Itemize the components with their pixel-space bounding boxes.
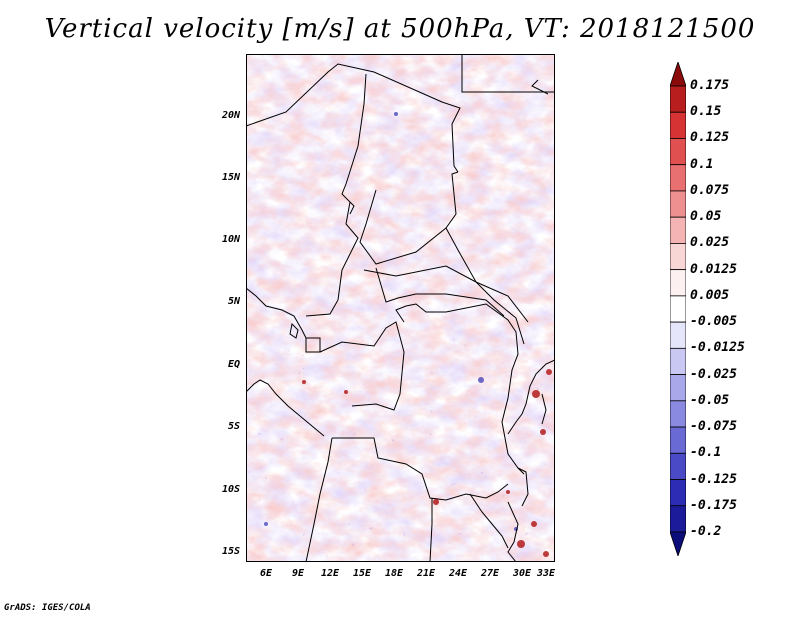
lon-label-6e: 6E (259, 568, 273, 579)
lat-label-15n: 15N (221, 172, 240, 183)
lon-label-21e: 21E (416, 568, 436, 579)
lon-label-27e: 27E (480, 568, 500, 579)
colorbar-label: -0.05 (690, 392, 730, 408)
colorbar-bin (670, 505, 686, 533)
lat-label-10s: 10S (221, 484, 240, 495)
colorbar-label: -0.2 (690, 524, 722, 539)
lat-label-5s: 5S (227, 421, 240, 432)
lon-label-15e: 15E (352, 568, 372, 579)
colorbar-bin (670, 400, 686, 428)
colorbar-label: 0.175 (690, 78, 730, 93)
lon-label-12e: 12E (320, 568, 340, 579)
colorbar-label: -0.075 (690, 419, 737, 435)
colorbar-label: -0.005 (690, 314, 737, 330)
colorbar-bin (670, 452, 686, 480)
lon-label-33e: 33E (536, 568, 556, 579)
colorbar-label: 0.005 (690, 287, 730, 303)
colorbar-label: 0.15 (690, 104, 722, 120)
map-panel (246, 54, 555, 562)
vertical-velocity-map (246, 54, 555, 562)
colorbar-bin (670, 190, 686, 218)
colorbar-label: -0.0125 (690, 340, 745, 356)
colorbar-label: -0.175 (690, 497, 737, 513)
colorbar-bin (670, 269, 686, 297)
colorbar-label: -0.125 (690, 471, 737, 487)
lat-label-15s: 15S (221, 546, 240, 557)
lat-label-20n: 20N (221, 110, 240, 121)
colorbar-bin (670, 531, 686, 556)
colorbar-bin (670, 479, 686, 507)
map-title: Vertical velocity [m/s] at 500hPa, VT: 2… (44, 14, 756, 44)
lon-label-30e: 30E (512, 568, 532, 579)
country-borders (246, 54, 555, 562)
lon-label-24e: 24E (448, 568, 468, 579)
colorbar-bin (670, 62, 686, 87)
colorbar-bin (670, 216, 686, 244)
colorbar-bin (670, 243, 686, 271)
map-frame (246, 54, 555, 562)
colorbar-bin (670, 426, 686, 454)
colorbar-bin (670, 138, 686, 166)
lon-label-9e: 9E (291, 568, 305, 579)
colorbar-bin (670, 295, 686, 323)
colorbar-bin (670, 374, 686, 402)
colorbar-bin (670, 85, 686, 113)
lat-label-eq: EQ (227, 359, 240, 370)
colorbar-bin (670, 164, 686, 192)
colorbar (670, 62, 686, 556)
colorbar-label: -0.1 (690, 445, 722, 461)
colorbar-label: -0.025 (690, 366, 737, 382)
colorbar-label: 0.0125 (690, 261, 737, 277)
colorbar-label: 0.05 (690, 209, 722, 225)
colorbar-label: 0.075 (690, 182, 730, 198)
colorbar-label: 0.025 (690, 235, 730, 251)
colorbar-bin (670, 111, 686, 139)
colorbar-bin (670, 347, 686, 375)
colorbar-label: 0.125 (690, 130, 730, 146)
colorbar-label: 0.1 (690, 156, 714, 172)
colorbar-bin (670, 321, 686, 349)
lat-label-5n: 5N (227, 296, 240, 307)
grads-credit: GrADS: IGES/COLA (4, 603, 91, 613)
lon-label-18e: 18E (384, 568, 404, 579)
lat-label-10n: 10N (221, 234, 240, 245)
